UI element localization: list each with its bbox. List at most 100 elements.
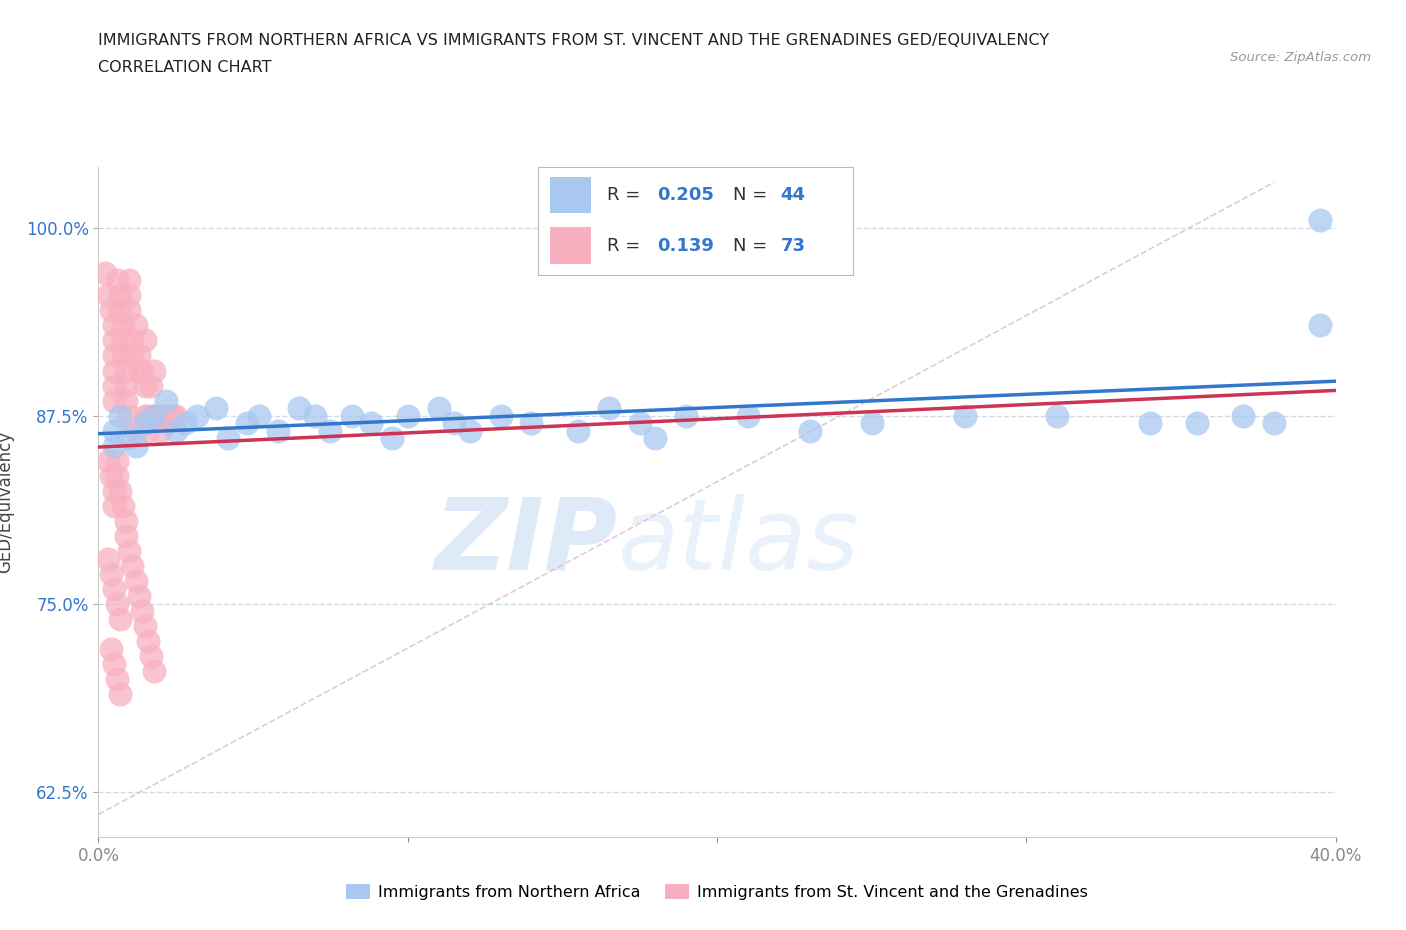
Point: [134, 379, 156, 393]
Point: [131, 363, 153, 378]
Point: [675, 408, 697, 423]
Point: [217, 431, 239, 445]
Point: [267, 423, 290, 438]
Point: [205, 401, 228, 416]
Point: [115, 379, 138, 393]
Point: [143, 363, 166, 378]
Point: [103, 379, 125, 393]
Point: [1309, 213, 1331, 228]
Point: [100, 642, 122, 657]
Text: CORRELATION CHART: CORRELATION CHART: [98, 60, 271, 75]
Point: [105, 469, 128, 484]
Point: [186, 408, 208, 423]
Point: [115, 528, 138, 543]
Point: [143, 664, 166, 679]
Point: [134, 416, 156, 431]
Point: [118, 408, 141, 423]
Point: [146, 408, 169, 423]
Point: [103, 657, 125, 671]
Point: [121, 559, 143, 574]
Point: [108, 408, 131, 423]
Point: [319, 423, 342, 438]
Point: [236, 416, 259, 431]
Point: [124, 438, 146, 453]
Point: [124, 423, 146, 438]
Point: [103, 581, 125, 596]
Point: [103, 318, 125, 333]
Point: [139, 379, 162, 393]
Point: [737, 408, 759, 423]
Text: atlas: atlas: [619, 494, 859, 591]
Point: [112, 348, 135, 363]
Point: [97, 551, 120, 566]
Point: [100, 303, 122, 318]
Point: [115, 363, 138, 378]
Point: [247, 408, 270, 423]
Point: [105, 671, 128, 686]
Point: [103, 484, 125, 498]
Point: [860, 416, 883, 431]
Point: [124, 574, 146, 589]
Point: [103, 423, 125, 438]
Point: [149, 423, 172, 438]
Point: [396, 408, 419, 423]
Point: [108, 303, 131, 318]
Point: [155, 393, 177, 408]
Y-axis label: GED/Equivalency: GED/Equivalency: [0, 432, 14, 573]
Point: [489, 408, 512, 423]
Text: IMMIGRANTS FROM NORTHERN AFRICA VS IMMIGRANTS FROM ST. VINCENT AND THE GRENADINE: IMMIGRANTS FROM NORTHERN AFRICA VS IMMIG…: [98, 33, 1049, 47]
Point: [520, 416, 543, 431]
Point: [159, 408, 181, 423]
Point: [143, 408, 166, 423]
Point: [118, 288, 141, 303]
Point: [174, 416, 197, 431]
Point: [112, 498, 135, 513]
Point: [953, 408, 976, 423]
Point: [644, 431, 666, 445]
Point: [128, 348, 150, 363]
Point: [136, 408, 159, 423]
Point: [105, 454, 128, 469]
Point: [118, 544, 141, 559]
Point: [103, 498, 125, 513]
Point: [118, 272, 141, 287]
Point: [1309, 318, 1331, 333]
Point: [103, 363, 125, 378]
Point: [108, 686, 131, 701]
Point: [121, 348, 143, 363]
Point: [1232, 408, 1254, 423]
Point: [1139, 416, 1161, 431]
Point: [1263, 416, 1285, 431]
Point: [165, 408, 187, 423]
Point: [118, 303, 141, 318]
Point: [134, 333, 156, 348]
Point: [108, 484, 131, 498]
Point: [105, 272, 128, 287]
Point: [288, 401, 311, 416]
Point: [115, 393, 138, 408]
Point: [136, 423, 159, 438]
Point: [136, 634, 159, 649]
Point: [427, 401, 450, 416]
Point: [124, 318, 146, 333]
Point: [155, 408, 177, 423]
Point: [1046, 408, 1069, 423]
Point: [128, 363, 150, 378]
Point: [134, 618, 156, 633]
Point: [103, 393, 125, 408]
Point: [97, 288, 120, 303]
Point: [1185, 416, 1208, 431]
Point: [118, 431, 141, 445]
Point: [134, 408, 156, 423]
Point: [112, 333, 135, 348]
Point: [340, 408, 363, 423]
Point: [100, 566, 122, 581]
Point: [149, 408, 172, 423]
Point: [304, 408, 326, 423]
Legend: Immigrants from Northern Africa, Immigrants from St. Vincent and the Grenadines: Immigrants from Northern Africa, Immigra…: [340, 877, 1094, 906]
Point: [131, 604, 153, 618]
Text: ZIP: ZIP: [434, 494, 619, 591]
Point: [162, 408, 184, 423]
Point: [360, 416, 382, 431]
Point: [108, 611, 131, 626]
